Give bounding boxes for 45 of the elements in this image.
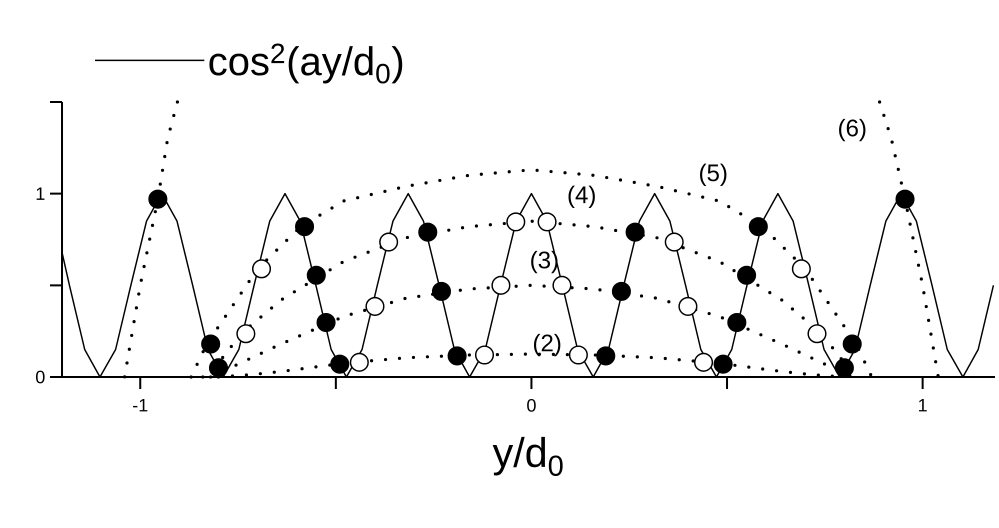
annotation: (4) [568,186,595,208]
point [807,324,827,344]
point [330,354,350,374]
point [538,212,557,232]
point [506,212,526,232]
point [678,296,698,316]
point [365,296,384,316]
legend-label: cos$^{2}$(ay/d$_{0}$) [209,44,402,84]
point [236,324,256,344]
point [474,345,494,365]
point [737,266,756,285]
point [148,190,168,209]
point [792,259,811,278]
point [432,282,451,301]
x-axis-title: y/d$_{0}$ [492,436,563,476]
annotation: (6) [839,118,866,142]
point [842,334,862,354]
point [379,232,398,252]
point [295,217,314,236]
point [664,232,684,252]
point [208,358,228,378]
annotation: (5) [700,164,726,186]
point [626,222,645,242]
point [568,345,588,365]
point [748,217,768,236]
point [448,346,467,366]
x-tick-label: 1 [919,399,927,412]
point [895,190,915,209]
point [694,352,714,372]
point [201,334,220,354]
point [727,313,746,332]
point [552,276,572,295]
point [350,352,369,372]
point [306,266,326,285]
point [418,222,438,242]
point [834,358,854,378]
annotation: (2) [534,334,560,356]
point [316,313,336,332]
point [252,259,272,278]
point [596,346,616,366]
point [714,354,733,374]
x-tick-label: -1 [133,399,148,412]
x-tick-label: 0 [527,399,536,412]
point [491,276,510,295]
point [612,282,631,301]
